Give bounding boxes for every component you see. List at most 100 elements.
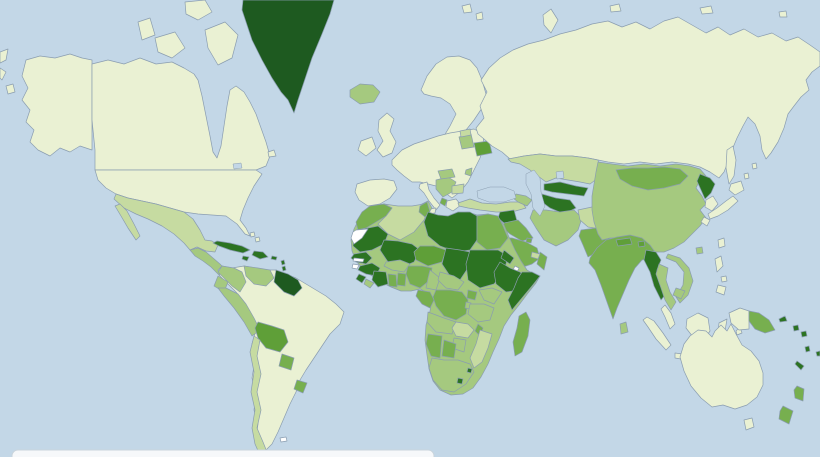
country-lesotho[interactable] xyxy=(456,377,464,385)
country-chad[interactable] xyxy=(441,247,471,281)
country-guyanas[interactable] xyxy=(273,269,303,297)
country-bhutan[interactable] xyxy=(637,240,646,248)
country-iberia[interactable] xyxy=(354,178,398,207)
country-mongolia[interactable] xyxy=(615,166,689,191)
country-botswana[interactable] xyxy=(441,339,457,359)
country-new-zealand-north[interactable] xyxy=(793,385,805,402)
country-west-papua[interactable] xyxy=(728,307,750,331)
country-congo-gabon[interactable] xyxy=(415,289,435,309)
country-cambodia[interactable] xyxy=(672,287,686,300)
country-uruguay[interactable] xyxy=(293,379,308,394)
country-solomon-2[interactable] xyxy=(800,330,808,338)
country-north-korea[interactable] xyxy=(696,173,716,200)
country-kazakhstan[interactable] xyxy=(507,153,601,185)
country-russia-novaya-zemlya[interactable] xyxy=(542,8,559,34)
country-eritrea[interactable] xyxy=(500,249,515,265)
country-iran[interactable] xyxy=(529,209,583,247)
country-nigeria[interactable] xyxy=(405,265,433,289)
country-japan-hokkaido[interactable] xyxy=(728,180,745,196)
country-scandinavia[interactable] xyxy=(420,55,487,144)
country-taiwan[interactable] xyxy=(717,237,726,249)
country-japan-honshu[interactable] xyxy=(707,195,739,220)
country-uganda[interactable] xyxy=(466,289,478,301)
country-philippines-mindanao[interactable] xyxy=(715,284,727,296)
country-morocco[interactable] xyxy=(355,203,393,231)
country-angola[interactable] xyxy=(426,311,457,335)
country-south-africa[interactable] xyxy=(428,357,475,393)
country-russia-severnaya[interactable] xyxy=(609,3,622,13)
country-paraguay[interactable] xyxy=(278,353,295,371)
country-somalia[interactable] xyxy=(507,271,541,311)
country-uzbekistan[interactable] xyxy=(543,181,589,197)
country-bahamas-1[interactable] xyxy=(249,231,256,238)
country-bolivia[interactable] xyxy=(254,321,289,353)
country-nepal[interactable] xyxy=(615,237,633,247)
country-iceland[interactable] xyxy=(349,83,381,105)
country-egypt[interactable] xyxy=(476,213,509,251)
country-mexico-baja[interactable] xyxy=(114,203,141,241)
country-thailand[interactable] xyxy=(655,263,677,311)
country-philippines-visayas[interactable] xyxy=(720,275,728,283)
country-ivory-coast[interactable] xyxy=(371,270,389,288)
country-chukotka-1[interactable] xyxy=(0,48,9,64)
country-jamaica[interactable] xyxy=(241,255,250,262)
country-russia-kuril-2[interactable] xyxy=(751,162,758,170)
country-alaska[interactable] xyxy=(21,53,93,157)
country-turkey[interactable] xyxy=(457,198,527,213)
country-falkland-islands[interactable] xyxy=(279,436,288,443)
country-venezuela[interactable] xyxy=(243,265,275,287)
country-svalbard-1[interactable] xyxy=(461,3,473,14)
country-canada[interactable] xyxy=(91,57,271,171)
country-italy[interactable] xyxy=(418,181,441,211)
country-newfoundland[interactable] xyxy=(267,149,277,158)
country-lesser-antilles-1[interactable] xyxy=(280,259,286,266)
country-south-korea[interactable] xyxy=(704,195,719,212)
country-svalbard-2[interactable] xyxy=(475,11,484,21)
country-ghana[interactable] xyxy=(387,273,398,288)
country-uae[interactable] xyxy=(530,251,541,260)
country-belarus[interactable] xyxy=(473,140,493,157)
country-russia-new-siberian[interactable] xyxy=(699,5,714,15)
country-russia[interactable] xyxy=(475,16,820,179)
country-liberia[interactable] xyxy=(363,278,375,289)
country-russia-sakhalin[interactable] xyxy=(725,145,737,185)
country-vietnam-laos[interactable] xyxy=(665,253,694,304)
country-sierra-leone[interactable] xyxy=(355,273,367,284)
country-albania[interactable] xyxy=(439,197,448,207)
country-oman[interactable] xyxy=(536,251,548,271)
country-central-african-republic[interactable] xyxy=(437,271,465,291)
country-arctic-island-victoria[interactable] xyxy=(154,31,186,59)
country-india[interactable] xyxy=(588,234,656,320)
country-hungary-slovakia[interactable] xyxy=(437,168,456,180)
country-new-zealand-south[interactable] xyxy=(778,405,794,425)
country-uk[interactable] xyxy=(376,112,397,158)
country-gambia[interactable] xyxy=(352,257,365,263)
country-new-caledonia[interactable] xyxy=(794,360,805,371)
country-zambia[interactable] xyxy=(451,321,475,339)
country-estonia[interactable] xyxy=(459,128,472,138)
country-mexico[interactable] xyxy=(113,193,219,253)
country-new-britain[interactable] xyxy=(778,315,788,323)
country-cameroon[interactable] xyxy=(425,269,441,291)
country-puerto-rico[interactable] xyxy=(270,255,278,261)
country-mozambique[interactable] xyxy=(469,329,493,369)
country-hainan[interactable] xyxy=(695,246,704,255)
country-swaziland[interactable] xyxy=(466,367,473,374)
country-arctic-island-baffin[interactable] xyxy=(204,21,239,66)
country-kuwait[interactable] xyxy=(525,237,533,244)
country-moldova[interactable] xyxy=(464,167,473,177)
country-bahamas-2[interactable] xyxy=(254,236,261,243)
country-japan-kyushu[interactable] xyxy=(700,216,711,227)
country-lesser-antilles-2[interactable] xyxy=(281,265,287,272)
country-chukotka-2[interactable] xyxy=(0,67,7,81)
country-papua-new-guinea[interactable] xyxy=(748,310,776,334)
country-malaysia[interactable] xyxy=(660,304,676,330)
country-sri-lanka[interactable] xyxy=(619,321,629,335)
country-fiji[interactable] xyxy=(815,350,820,357)
country-hispaniola[interactable] xyxy=(251,250,269,260)
country-tanzania[interactable] xyxy=(467,303,495,323)
country-peru[interactable] xyxy=(217,287,261,337)
country-madagascar[interactable] xyxy=(512,311,531,357)
country-burkina-faso[interactable] xyxy=(383,259,411,273)
country-philippines-luzon[interactable] xyxy=(714,255,724,273)
